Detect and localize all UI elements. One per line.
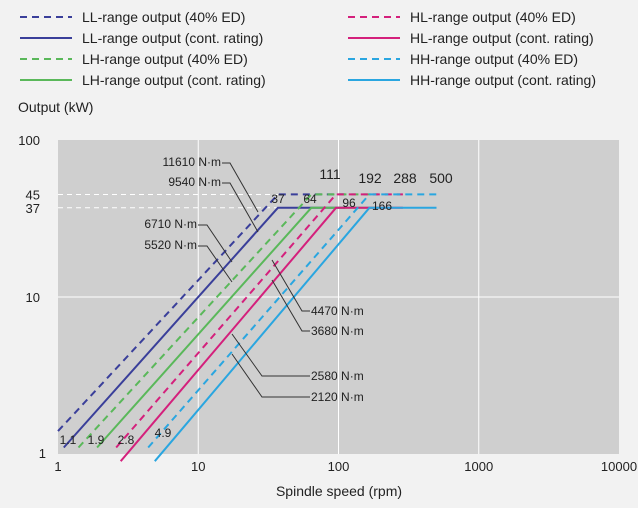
torque-leader-8 (231, 353, 310, 398)
torque-leader-4 (198, 245, 233, 283)
y-tick-37: 37 (26, 201, 40, 216)
legend: LL-range output (40% ED) LL-range output … (20, 9, 596, 88)
torque-leader-7 (231, 333, 310, 377)
y-tick-1: 1 (39, 446, 46, 461)
start-speed-1.9: 1.9 (88, 433, 105, 447)
y-tick-10: 10 (26, 290, 40, 305)
series-line-8 (154, 206, 437, 462)
series-line-3 (77, 193, 379, 449)
legend-label-7: HH-range output (40% ED) (410, 51, 578, 67)
torque-label-7: 2580 N·m (311, 369, 364, 383)
torque-leader-3 (198, 224, 233, 263)
torque-label-2: 9540 N·m (168, 175, 221, 189)
corner-speed-111: 111 (319, 166, 340, 182)
series-line-5 (115, 193, 403, 449)
torque-label-3: 6710 N·m (144, 217, 197, 231)
legend-label-2: LL-range output (cont. rating) (82, 30, 263, 46)
x-tick-10000: 10000 (601, 459, 637, 474)
mid-speed-96: 96 (342, 196, 356, 210)
x-tick-10: 10 (191, 459, 205, 474)
x-tick-100: 100 (328, 459, 350, 474)
mid-speed-166: 166 (372, 199, 392, 213)
annotations: 111 192 288 500 37 64 96 166 1.1 1.9 2.8 4.9 11610 N… (60, 155, 453, 447)
legend-label-3: LH-range output (40% ED) (82, 51, 248, 67)
legend-label-8: HH-range output (cont. rating) (410, 72, 596, 88)
series-group (57, 193, 437, 462)
series-line-7 (147, 193, 437, 449)
corner-speed-500: 500 (429, 170, 453, 186)
corner-speed-288: 288 (393, 170, 417, 186)
x-tick-1000: 1000 (464, 459, 493, 474)
torque-label-6: 3680 N·m (311, 324, 364, 338)
torque-label-4: 5520 N·m (144, 238, 197, 252)
x-axis-label: Spindle speed (rpm) (276, 483, 402, 499)
corner-speed-192: 192 (358, 170, 382, 186)
y-tick-100: 100 (18, 133, 40, 148)
y-axis-label: Output (kW) (18, 99, 93, 115)
x-tick-1: 1 (54, 459, 61, 474)
torque-leader-5 (271, 259, 310, 312)
torque-leaders (198, 162, 310, 398)
legend-label-6: HL-range output (cont. rating) (410, 30, 594, 46)
torque-label-5: 4470 N·m (311, 304, 364, 318)
mid-speed-37: 37 (271, 192, 285, 206)
start-speed-2.8: 2.8 (118, 433, 135, 447)
torque-label-1: 11610 N·m (163, 155, 221, 169)
start-speed-1.1: 1.1 (60, 433, 77, 447)
reference-lines (58, 193, 278, 209)
torque-leader-6 (271, 279, 310, 332)
legend-label-4: LH-range output (cont. rating) (82, 72, 266, 88)
torque-leader-1 (222, 162, 259, 213)
mid-speed-64: 64 (303, 192, 317, 206)
torque-label-8: 2120 N·m (311, 390, 364, 404)
start-speed-4.9: 4.9 (155, 426, 172, 440)
legend-label-1: LL-range output (40% ED) (82, 9, 245, 25)
torque-leader-2 (222, 182, 259, 233)
legend-label-5: HL-range output (40% ED) (410, 9, 576, 25)
y-tick-45: 45 (26, 187, 40, 202)
